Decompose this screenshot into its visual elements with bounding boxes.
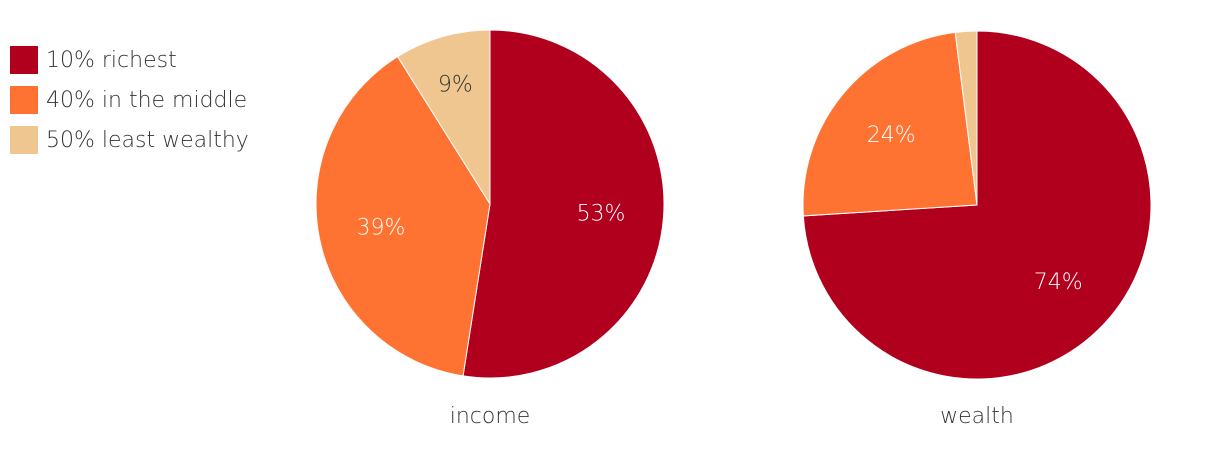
legend-label-least-wealthy: 50% least wealthy [46,127,249,153]
chart-title-income: income [450,404,531,429]
pie-slice-wealth-50-least-wealthy [954,30,978,206]
legend-swatch-richest [10,46,38,74]
pie-slice-income-10-richest [462,29,665,379]
slice-label-wealth-40-in-the-middle: 24% [867,123,916,148]
legend-label-middle: 40% in the middle [46,87,248,113]
legend-swatch-middle [10,86,38,114]
slice-label-income-40-in-the-middle: 39% [356,215,405,240]
pie-chart-wealth: 74% 24% wealth [802,30,1152,429]
slice-label-wealth-10-richest: 74% [1034,270,1083,295]
pie-slice-income-50-least-wealthy [396,29,491,206]
pie-slice-income-40-in-the-middle [315,55,491,377]
pie-slice-wealth-40-in-the-middle [802,31,978,217]
legend-item-least-wealthy: 50% least wealthy [10,120,249,160]
slice-label-income-50-least-wealthy: 9% [438,73,473,98]
chart-title-wealth: wealth [940,404,1014,429]
slice-label-income-10-richest: 53% [577,202,626,227]
legend: 10% richest 40% in the middle 50% least … [10,40,249,160]
legend-swatch-least-wealthy [10,126,38,154]
legend-item-richest: 10% richest [10,40,249,80]
legend-item-middle: 40% in the middle [10,80,249,120]
pie-chart-income: 53% 39% 9% income [315,29,665,429]
legend-label-richest: 10% richest [46,47,177,73]
